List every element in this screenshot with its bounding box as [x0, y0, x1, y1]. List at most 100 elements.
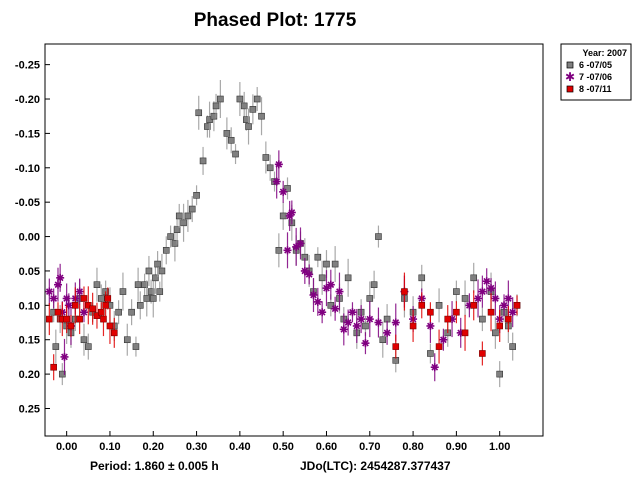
data-point [275, 247, 283, 254]
data-point [119, 288, 127, 295]
data-point [227, 136, 235, 144]
data-point [418, 302, 426, 309]
data-point [249, 106, 257, 113]
x-tick-label: 0.10 [99, 441, 120, 453]
legend-marker-series-7: ✱ [565, 70, 575, 84]
chart-title: Phased Plot: 1775 [194, 10, 357, 31]
x-tick-label: 0.70 [359, 441, 380, 453]
data-point [53, 280, 62, 289]
data-point [240, 102, 248, 110]
data-point [128, 308, 135, 316]
x-tick-label: 0.60 [316, 441, 337, 453]
plot-frame [44, 43, 544, 437]
data-point [435, 302, 443, 309]
data-point [60, 352, 69, 361]
data-point [171, 240, 179, 247]
legend-marker-series-8 [566, 85, 574, 93]
data-point [496, 322, 503, 330]
data-point [93, 281, 101, 289]
data-point [97, 295, 105, 302]
legend-label-series-8: 8 -07/11 [579, 84, 612, 94]
data-point [50, 363, 57, 371]
data-point [365, 315, 374, 324]
data-point [152, 274, 159, 282]
data-point [326, 280, 335, 289]
y-tick-label: 0.10 [19, 300, 40, 312]
data-point [453, 308, 460, 316]
data-point [63, 315, 70, 323]
data-point [309, 291, 318, 300]
data-point [188, 205, 196, 213]
y-tick-label: 0.05 [19, 266, 40, 278]
legend-header: Year: 2007 [582, 48, 627, 58]
data-point [508, 308, 517, 317]
data-point [482, 277, 491, 286]
data-point [54, 308, 62, 316]
data-point [461, 295, 469, 302]
data-point [362, 322, 369, 330]
data-point [305, 270, 314, 279]
series-8 [46, 272, 521, 381]
data-point [339, 325, 348, 334]
data-point [45, 287, 54, 296]
data-point [143, 295, 151, 302]
x-tick-label: 0.20 [143, 441, 164, 453]
data-point [335, 287, 344, 296]
data-point [352, 321, 361, 330]
data-point [370, 281, 378, 289]
data-point [327, 302, 335, 309]
data-point [500, 301, 509, 310]
data-point [49, 294, 58, 303]
data-point [136, 302, 144, 309]
data-point [344, 318, 353, 327]
data-point [287, 208, 296, 217]
data-point [245, 123, 252, 130]
data-point [357, 315, 366, 324]
data-point [46, 315, 53, 323]
data-point [52, 343, 60, 350]
data-point [147, 288, 155, 295]
data-point [67, 322, 75, 330]
data-point [427, 350, 434, 357]
data-point [206, 116, 213, 123]
data-point [236, 95, 244, 103]
data-point [453, 288, 460, 295]
data-point [167, 233, 174, 240]
data-point [383, 328, 392, 337]
data-point [184, 212, 192, 220]
data-point [331, 260, 339, 268]
data-point [401, 288, 408, 295]
data-point [212, 102, 220, 110]
data-point [134, 281, 142, 289]
data-point [62, 294, 71, 303]
data-point [487, 308, 495, 316]
data-point [141, 281, 148, 289]
x-tick-label: 0.30 [186, 441, 207, 453]
y-tick-label: -0.05 [15, 197, 40, 209]
data-point [430, 363, 439, 372]
data-point [110, 329, 118, 337]
data-point [262, 154, 270, 161]
data-point [173, 226, 181, 233]
data-point [72, 302, 79, 309]
data-point [374, 318, 383, 327]
data-point [89, 305, 96, 313]
data-point [379, 336, 387, 344]
data-point [97, 308, 105, 316]
data-point [80, 336, 88, 344]
x-tick-label: 0.90 [446, 441, 467, 453]
data-point [323, 260, 330, 268]
data-point [80, 295, 88, 302]
data-point [366, 295, 374, 302]
data-point [204, 123, 211, 130]
data-point [418, 274, 426, 282]
data-point [479, 350, 486, 357]
data-point [348, 308, 357, 317]
period-text: Period: 1.860 ± 0.005 h [90, 459, 219, 473]
series-7 [45, 150, 517, 382]
data-point [479, 315, 486, 323]
data-point [210, 112, 218, 120]
y-tick-label: -0.20 [15, 94, 40, 106]
data-point [322, 284, 331, 293]
data-point [106, 322, 114, 330]
